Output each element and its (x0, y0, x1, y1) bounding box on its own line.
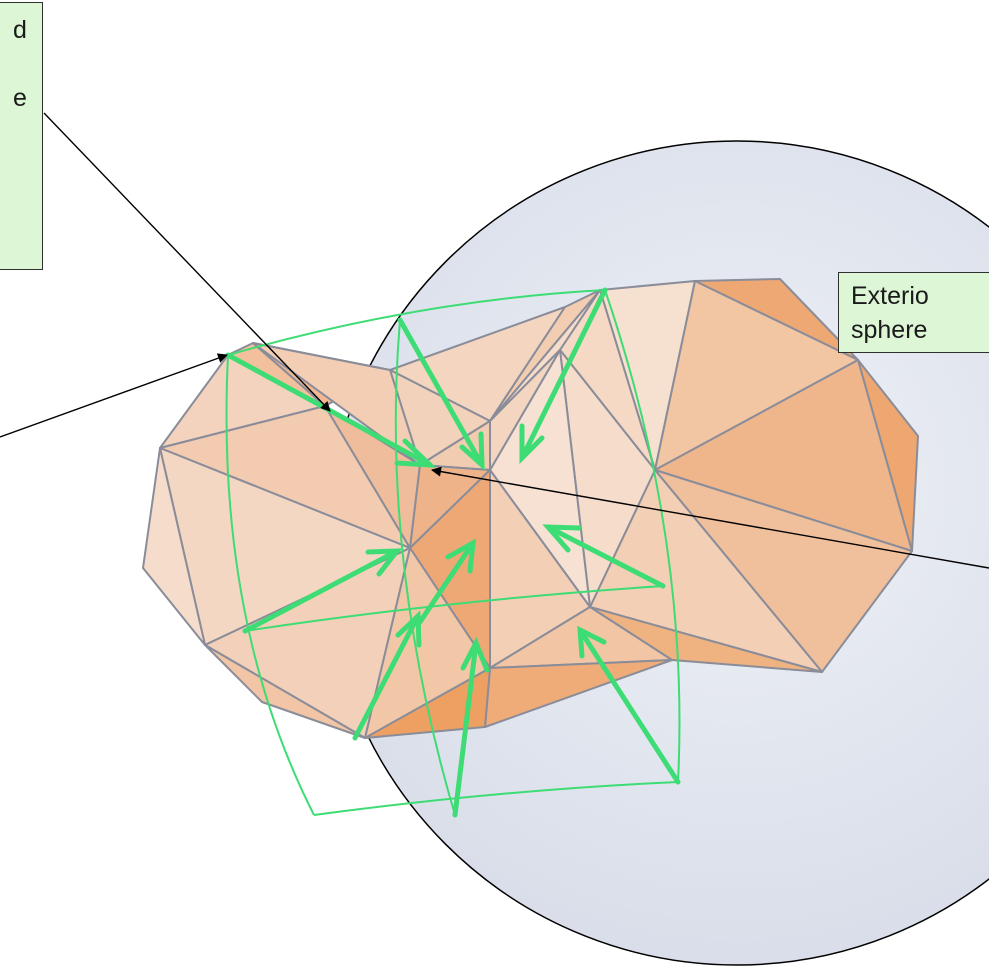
green-arrow (452, 637, 490, 818)
grid-curve (394, 319, 456, 816)
mesh-triangle (142, 447, 206, 646)
green-arrow (542, 524, 666, 589)
callout-right-line-2: sphere (851, 316, 928, 344)
green-arrow (417, 538, 477, 625)
surface-mesh (142, 278, 919, 739)
leader-lines (0, 112, 989, 569)
mesh-triangle (204, 644, 366, 739)
callout-exterior-sphere: Exterio sphere (838, 272, 989, 353)
callout-left-line-3: e (13, 84, 27, 112)
callout-right-line-1: Exterio (851, 282, 929, 310)
green-arrow (397, 317, 485, 471)
green-arrows (225, 287, 681, 818)
leader-line (431, 466, 989, 569)
green-arrow (242, 548, 403, 634)
callout-left-line-1: d (13, 16, 27, 44)
grid-curve (244, 585, 664, 632)
grid-curve (313, 781, 679, 816)
grid-curve (227, 289, 606, 356)
green-arrow (352, 610, 422, 741)
green-arrow (519, 287, 608, 465)
leader-line (43, 112, 331, 412)
callout-left: d e (0, 2, 43, 270)
green-arrow (577, 625, 681, 785)
grid-curve (604, 289, 681, 783)
leader-line (0, 353, 228, 438)
green-grid (225, 289, 681, 816)
grid-curve (225, 354, 315, 816)
